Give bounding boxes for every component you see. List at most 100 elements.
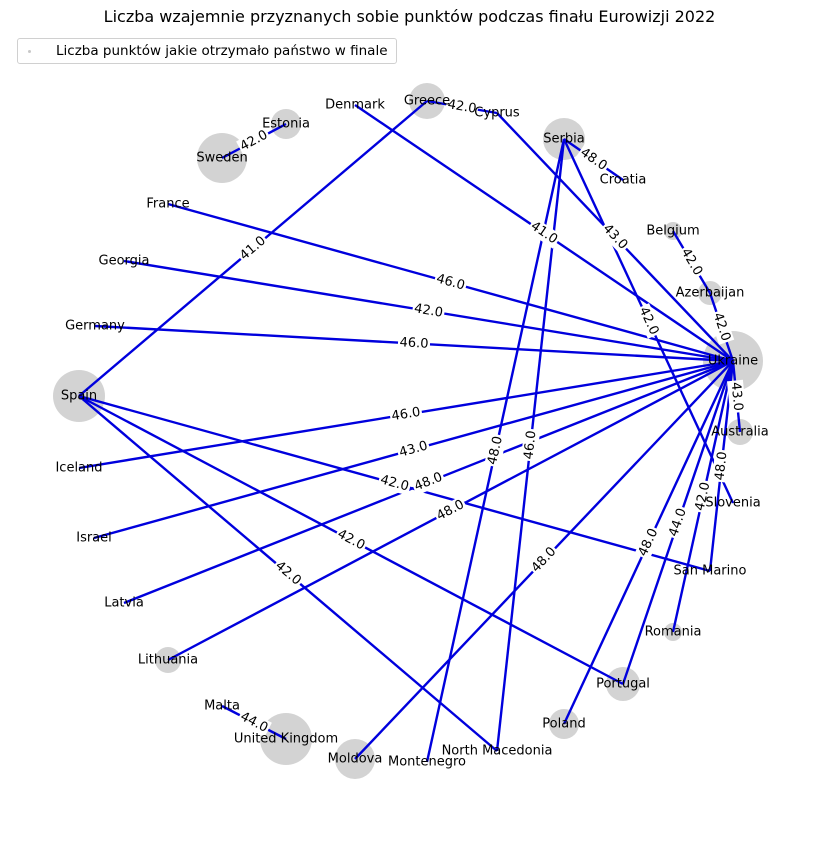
edge-weight-label-bg (376, 471, 413, 496)
edge-weight-label: 46.0 (432, 270, 469, 295)
node-label-croatia: Croatia (600, 173, 647, 188)
node-label-romania: Romania (645, 625, 702, 640)
legend-label: Liczba punktów jakie otrzymało państwo w… (56, 43, 388, 59)
node-label-belgium: Belgium (646, 224, 699, 239)
node-label-spain: Spain (61, 389, 97, 404)
edge-weight-label: 41.0 (526, 217, 562, 249)
edge-weight-label-bg (432, 270, 469, 295)
node-label-north-macedonia: North Macedonia (442, 744, 553, 759)
node-label-sweden: Sweden (196, 151, 247, 166)
edge-weight-label: 42.0 (691, 479, 715, 514)
node-label-estonia: Estonia (262, 117, 310, 132)
edge-weight-label: 42.0 (376, 471, 413, 496)
edge-weight-label: 48.0 (711, 449, 732, 483)
node-label-georgia: Georgia (99, 254, 150, 269)
node-label-poland: Poland (542, 717, 585, 732)
legend: Liczba punktów jakie otrzymało państwo w… (17, 38, 397, 64)
node-label-germany: Germany (65, 319, 125, 334)
node-label-denmark: Denmark (325, 98, 385, 113)
edge-weight-label-bg (691, 479, 715, 514)
edge-weight-text: 43.0 (728, 381, 746, 411)
edge-weight-label: 48.0 (484, 433, 507, 468)
edge-weight-label-bg (411, 300, 446, 322)
edge-weight-label-bg (235, 232, 271, 265)
node-label-malta: Malta (204, 699, 240, 714)
edge-weight-label-bg (665, 504, 691, 541)
edge-weight-label-bg (711, 449, 732, 483)
edge-weight-label: 48.0 (432, 495, 469, 526)
edge-weight-text: 48.0 (712, 451, 730, 481)
node-label-latvia: Latvia (104, 596, 144, 611)
edge-weight-label-bg (410, 468, 447, 496)
chart-title: Liczba wzajemnie przyznanych sobie punkt… (103, 7, 716, 26)
edge-weight-label-bg (726, 379, 747, 414)
edge-weight-text: 46.0 (435, 271, 467, 293)
edge-weight-label: 44.0 (665, 504, 691, 541)
edge-weight-text: 42.0 (379, 472, 411, 494)
edge-weight-text: 42.0 (413, 301, 444, 320)
edge-weight-text: 42.0 (693, 481, 714, 513)
node-label-greece: Greece (404, 94, 450, 109)
edge-weight-label: 42.0 (411, 300, 446, 322)
edge-weight-text: 48.0 (412, 470, 444, 495)
node-label-moldova: Moldova (328, 752, 383, 767)
node-label-serbia: Serbia (543, 132, 584, 147)
node-label-lithuania: Lithuania (138, 653, 198, 668)
node-label-san-marino: San Marino (674, 564, 747, 579)
edge-weight-label-bg (708, 309, 735, 345)
edge-weight-label: 46.0 (388, 404, 424, 425)
edge-weight-text: 46.0 (391, 405, 422, 424)
node-label-azerbaijan: Azerbaijan (676, 286, 745, 301)
node-label-australia: Australia (711, 425, 769, 440)
edge-weight-text: 43.0 (398, 438, 430, 460)
edge-weight-label: 42.0 (444, 96, 480, 118)
edge-weight-label-bg (395, 437, 432, 462)
edge-weight-label-bg (397, 334, 431, 353)
edge-weight-label-bg (634, 303, 663, 339)
edge-weight-label-bg (236, 708, 272, 737)
node-label-united-kingdom: United Kingdom (234, 732, 338, 747)
edge-weight-text: 42.0 (335, 527, 368, 554)
legend-marker-icon (28, 49, 31, 53)
edge-weight-label: 46.0 (520, 428, 541, 462)
edge-weight-label: 42.0 (333, 525, 369, 555)
edge-weight-label: 43.0 (395, 437, 432, 462)
edge-weight-label-bg (598, 219, 632, 255)
node-label-iceland: Iceland (55, 461, 102, 476)
node-label-israel: Israel (76, 531, 112, 546)
edge-weight-text: 48.0 (434, 497, 467, 524)
node-label-france: France (146, 197, 189, 212)
edge-weight-text: 48.0 (636, 526, 662, 559)
edge-weight-label-bg (526, 217, 562, 249)
edge-weight-label-bg (333, 525, 369, 555)
edge-weight-label-bg (520, 428, 541, 462)
edge-weight-label: 48.0 (634, 524, 663, 561)
edge-weight-label-bg (634, 524, 663, 561)
edge-weight-text: 48.0 (485, 435, 506, 466)
edge-weight-text: 46.0 (521, 430, 539, 460)
node-label-cyprus: Cyprus (474, 106, 520, 121)
edge-label-layer: 42.042.048.042.044.041.041.0 43.042.0 42.0… (235, 96, 747, 737)
edge-weight-label-bg (676, 244, 707, 280)
edge-weight-label-bg (444, 96, 480, 118)
edge-weight-text: 46.0 (399, 335, 429, 352)
node-label-portugal: Portugal (596, 677, 650, 692)
edge-weight-label: 48.0 (410, 468, 447, 496)
edge-weight-label-bg (432, 495, 469, 526)
edge-weight-text: 42.0 (446, 97, 477, 117)
edge-weight-label-bg (527, 542, 561, 578)
node-label-montenegro: Montenegro (388, 755, 466, 770)
edge-weight-label-bg (270, 557, 306, 590)
edge-weight-label: 42.0 (676, 244, 707, 280)
edge-weight-label: 46.0 (397, 334, 431, 353)
edge-weight-label: 42.0 (634, 303, 663, 339)
edge-weight-label: 43.0 (726, 379, 747, 414)
edge-weight-label-bg (388, 404, 424, 425)
node-label-ukraine: Ukraine (708, 354, 758, 369)
edge-weight-label-bg (236, 126, 272, 156)
edge-weight-label-bg (484, 433, 507, 468)
node-label-slovenia: Slovenia (705, 496, 760, 511)
edge-weight-label-bg (575, 143, 612, 176)
node-label-layer: Ukraine Australia Slovenia San Marino Romani… (55, 94, 768, 770)
